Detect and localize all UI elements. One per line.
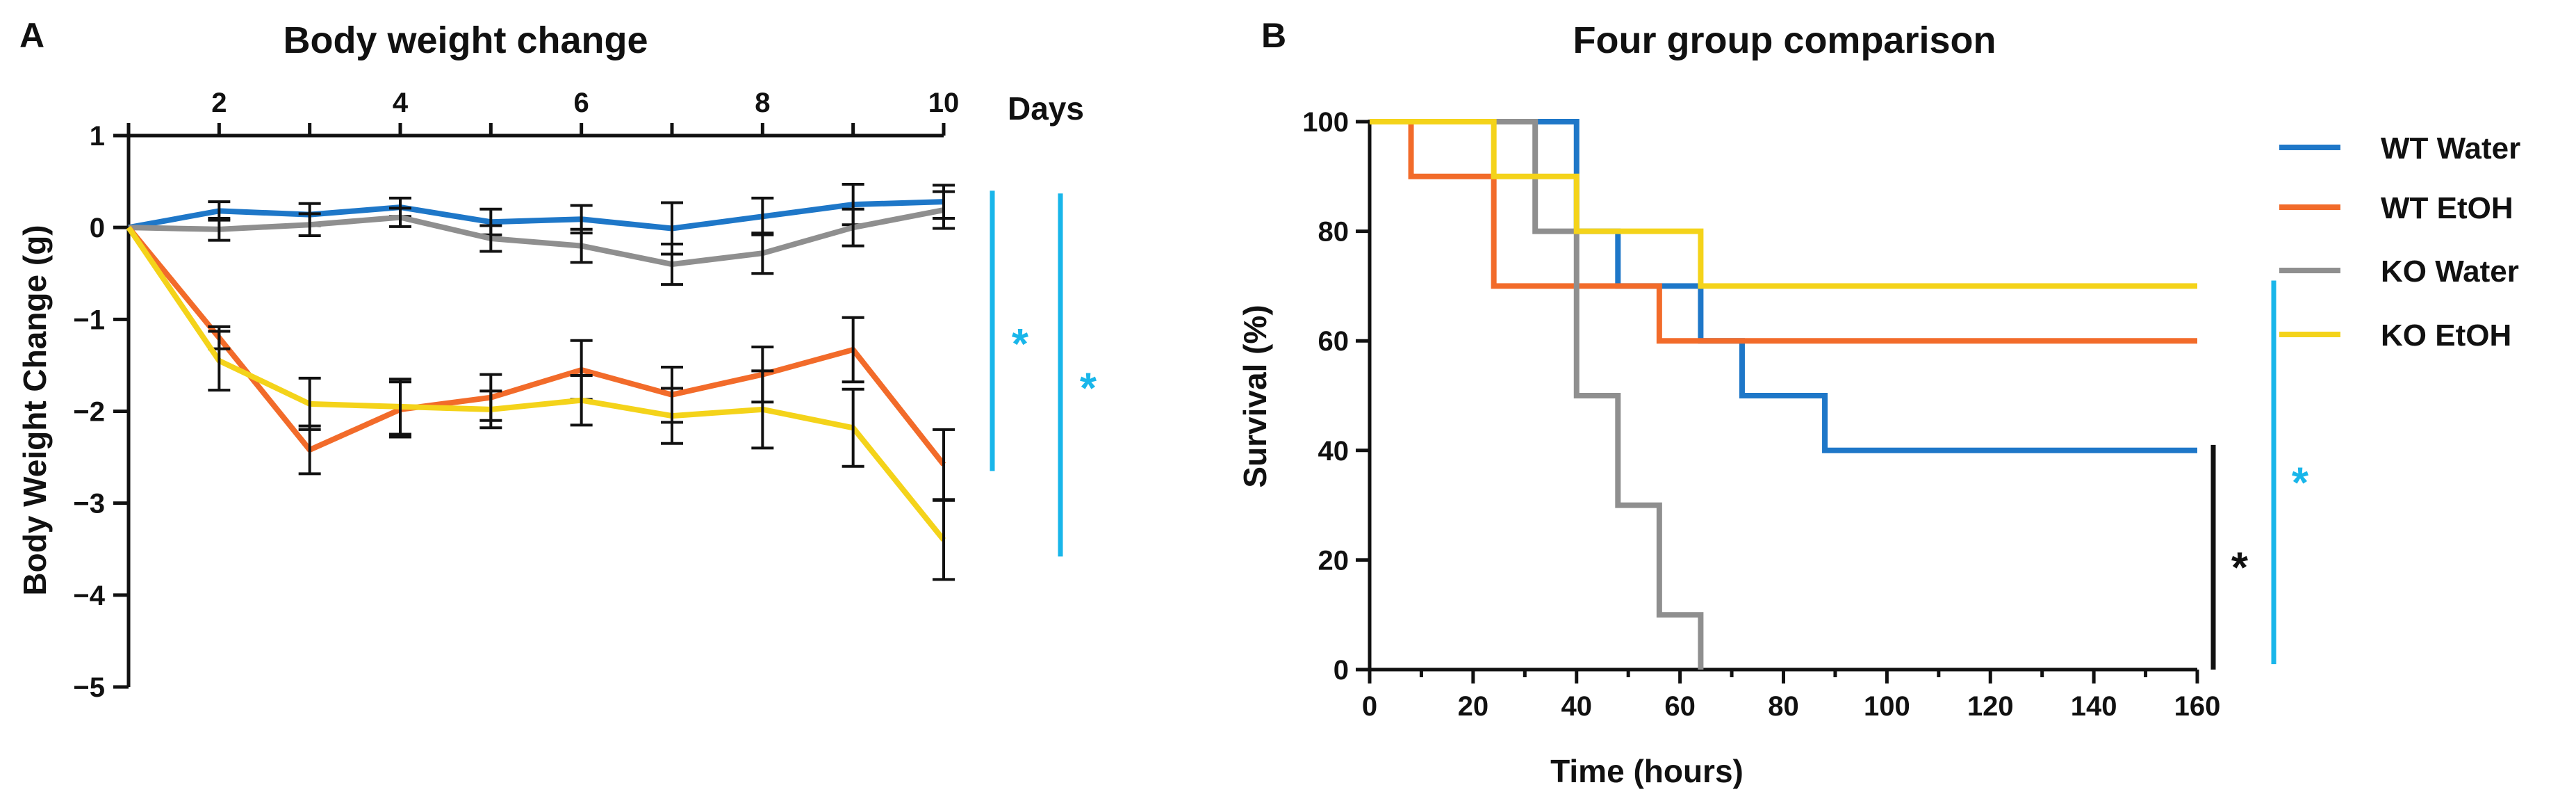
panel-b-annotations: ** [2210, 280, 2309, 670]
panel-b-y-tick-label: 100 [1302, 107, 1349, 138]
series-ko-etoh [126, 225, 955, 581]
errorbar-ko-etoh [570, 373, 593, 427]
significance-star: * [2231, 544, 2249, 592]
panel-b-title: Four group comparison [1573, 19, 1996, 61]
panel-b-y-tick-label: 20 [1318, 545, 1349, 576]
panel-a-x-tick-label: 4 [393, 88, 409, 118]
panel-a-y-tick-label: −2 [73, 397, 105, 428]
errorbar-ko-etoh [479, 389, 502, 430]
panel-b-y-tick-label: 60 [1318, 326, 1349, 357]
significance-star: * [1080, 364, 1097, 412]
panel-a-annotations: ** [990, 191, 1097, 557]
panel-b-x-tick-label: 0 [1362, 691, 1377, 722]
panel-b-y-tick-label: 0 [1334, 655, 1349, 686]
errorbar-ko-etoh [208, 330, 231, 392]
legend-item-wt-water: WT Water [2279, 131, 2520, 165]
panel-b: B Four group comparison Time (hours) Sur… [1237, 16, 2520, 789]
panel-b-legend: WT Water WT EtOH KO Water KO EtOH [2279, 131, 2520, 353]
panel-a-series [126, 183, 955, 581]
survival-line-wt-etoh [1370, 119, 2197, 344]
legend-item-wt-etoh: WT EtOH [2279, 191, 2513, 225]
panel-b-series [1370, 119, 2197, 670]
panel-b-xlabel: Time (hours) [1550, 753, 1744, 789]
panel-b-x-tick-label: 160 [2174, 691, 2221, 722]
errorbar-ko-etoh [389, 378, 411, 436]
panel-a-y-tick-label: −5 [73, 672, 105, 703]
errorbar-wt-etoh [842, 316, 864, 384]
panel-a-label: A [19, 16, 44, 55]
significance-star: * [2292, 459, 2309, 507]
survival-line-ko-etoh [1370, 119, 2197, 289]
series-wt-etoh [126, 225, 955, 501]
errorbar-ko-etoh [661, 387, 683, 445]
legend-label: KO Water [2381, 254, 2519, 289]
panel-a-x-tick-label: 6 [574, 88, 589, 118]
errorbar-ko-water [933, 190, 955, 230]
line-wt-etoh [126, 225, 946, 467]
errorbar-wt-etoh [298, 424, 321, 476]
series-ko-water [128, 190, 955, 286]
survival-line-ko-water [1370, 119, 1704, 670]
panel-a-y-tick-label: −3 [73, 489, 105, 519]
errorbar-ko-etoh [842, 387, 864, 468]
line-ko-etoh [126, 225, 946, 542]
panel-b-x-tick-label: 140 [2071, 691, 2117, 722]
errorbar-ko-water [570, 227, 593, 264]
errorbar-ko-water [389, 207, 411, 228]
panel-a-x-tick-label: 10 [928, 88, 960, 118]
errorbar-ko-etoh [298, 376, 321, 431]
legend-item-ko-water: KO Water [2279, 254, 2519, 289]
panel-a: A Body weight change Days Body Weight Ch… [17, 16, 1097, 703]
significance-star: * [1012, 321, 1029, 369]
panel-b-x-tick-label: 40 [1561, 691, 1593, 722]
panel-b-x-tick-label: 80 [1768, 691, 1799, 722]
panel-a-x-tick-label: 2 [211, 88, 227, 118]
panel-a-axes: 10−1−2−3−4−52 4 6 8 10 [73, 88, 959, 703]
panel-a-y-tick-label: 1 [90, 121, 105, 152]
panel-a-y-tick-label: −4 [73, 581, 105, 611]
panel-a-xlabel: Days [1008, 90, 1084, 127]
panel-b-ylabel: Survival (%) [1237, 305, 1273, 487]
legend-item-ko-etoh: KO EtOH [2279, 318, 2511, 353]
panel-b-axes: 0 20 40 60 80 100 0 20 40 60 80 100 120 140 160 [1302, 107, 2220, 722]
errorbar-ko-water [208, 216, 231, 242]
panel-b-x-tick-label: 60 [1664, 691, 1696, 722]
errorbar-ko-water [298, 212, 321, 238]
errorbar-ko-water [751, 232, 774, 275]
errorbar-ko-etoh [751, 369, 774, 450]
panel-b-label: B [1261, 16, 1286, 55]
panel-a-title: Body weight change [283, 19, 648, 61]
legend-label: WT Water [2381, 131, 2520, 165]
panel-b-x-tick-label: 100 [1864, 691, 1910, 722]
panel-a-x-tick-label: 8 [755, 88, 770, 118]
panel-b-y-tick-label: 40 [1318, 436, 1349, 467]
panel-b-y-tick-label: 80 [1318, 217, 1349, 248]
line-wt-water [128, 199, 944, 232]
panel-a-y-tick-label: −1 [73, 305, 105, 335]
errorbar-ko-water [661, 242, 683, 286]
panel-b-x-tick-label: 120 [1967, 691, 2014, 722]
legend-label: WT EtOH [2381, 191, 2513, 225]
panel-a-y-tick-label: 0 [90, 213, 105, 243]
errorbar-ko-etoh [933, 499, 955, 581]
errorbar-wt-etoh [933, 428, 955, 501]
line-ko-water [128, 207, 944, 268]
panel-a-ylabel: Body Weight Change (g) [17, 225, 53, 595]
errorbar-ko-water [842, 207, 864, 248]
panel-b-x-tick-label: 20 [1458, 691, 1489, 722]
errorbar-ko-water [479, 224, 502, 253]
legend-label: KO EtOH [2381, 318, 2511, 353]
